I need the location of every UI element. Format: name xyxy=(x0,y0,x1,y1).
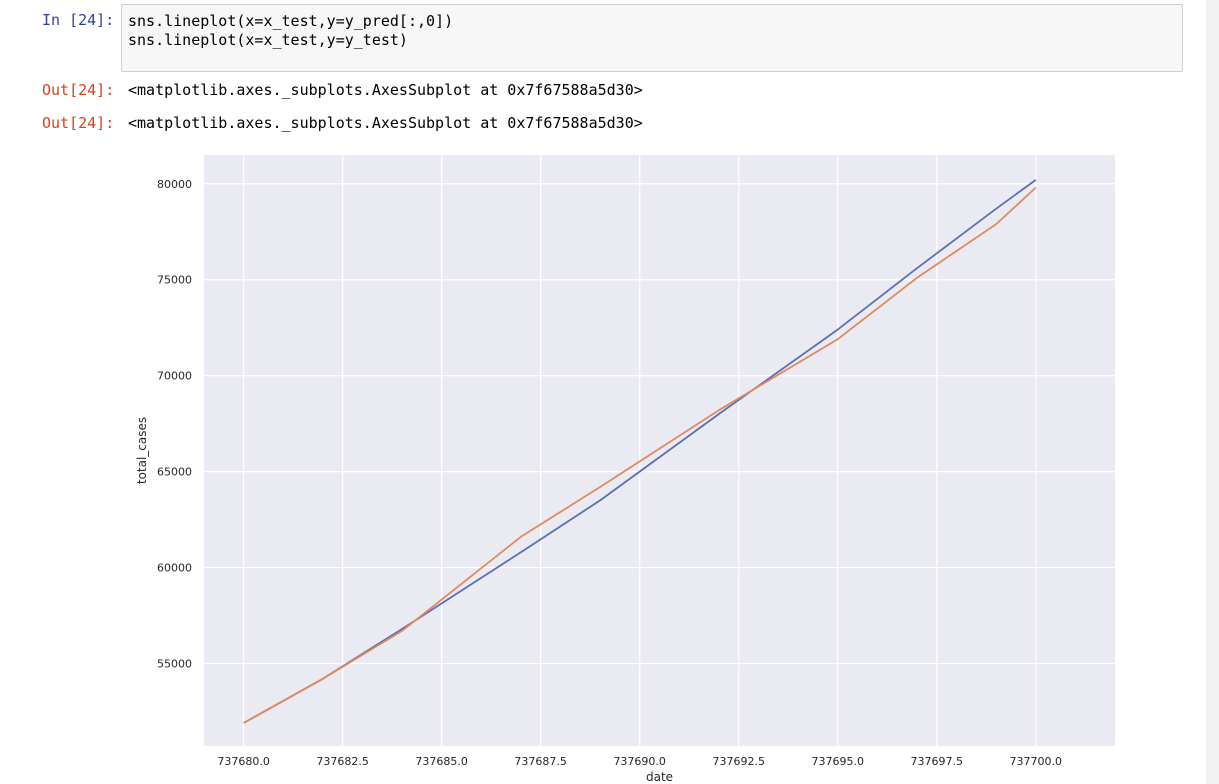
output-prompt-1: Out[24]: xyxy=(42,81,115,99)
y-tick-label: 60000 xyxy=(157,562,192,575)
x-gridlines xyxy=(243,155,1037,746)
x-tick-label: 737682.5 xyxy=(316,755,369,768)
vertical-scrollbar[interactable] xyxy=(1206,0,1219,784)
y-tick-label: 55000 xyxy=(157,657,192,670)
x-tick-label: 737690.0 xyxy=(613,755,666,768)
y-tick-labels: 55000 60000 65000 70000 75000 80000 xyxy=(157,178,192,671)
input-prompt: In [24]: xyxy=(42,11,115,29)
x-tick-label: 737695.0 xyxy=(811,755,864,768)
y-tick-label: 75000 xyxy=(157,274,192,287)
output-text-1: <matplotlib.axes._subplots.AxesSubplot a… xyxy=(128,81,643,99)
x-tick-label: 737680.0 xyxy=(217,755,270,768)
y-axis-label: total_cases xyxy=(135,417,149,484)
code-line-1: sns.lineplot(x=x_test,y=y_pred[:,0]) xyxy=(128,12,454,30)
y-tick-label: 70000 xyxy=(157,370,192,383)
x-tick-label: 737685.0 xyxy=(415,755,468,768)
series-line-test xyxy=(243,186,1037,724)
plot-area xyxy=(204,155,1115,746)
y-tick-label: 65000 xyxy=(157,466,192,479)
y-gridlines xyxy=(204,183,1115,665)
x-tick-labels: 737680.0 737682.5 737685.0 737687.5 737690.0… xyxy=(217,755,1062,768)
x-tick-label: 737692.5 xyxy=(712,755,765,768)
code-cell-editor[interactable]: sns.lineplot(x=x_test,y=y_pred[:,0]) sns… xyxy=(121,4,1183,72)
x-tick-label: 737687.5 xyxy=(514,755,567,768)
output-prompt-2: Out[24]: xyxy=(42,114,115,132)
series-lines xyxy=(243,179,1037,724)
output-text-2: <matplotlib.axes._subplots.AxesSubplot a… xyxy=(128,114,643,132)
x-tick-label: 737700.0 xyxy=(1010,755,1063,768)
code-line-2: sns.lineplot(x=x_test,y=y_test) xyxy=(128,31,408,49)
x-axis-label: date xyxy=(646,770,673,784)
y-tick-label: 80000 xyxy=(157,178,192,191)
x-tick-label: 737697.5 xyxy=(911,755,964,768)
